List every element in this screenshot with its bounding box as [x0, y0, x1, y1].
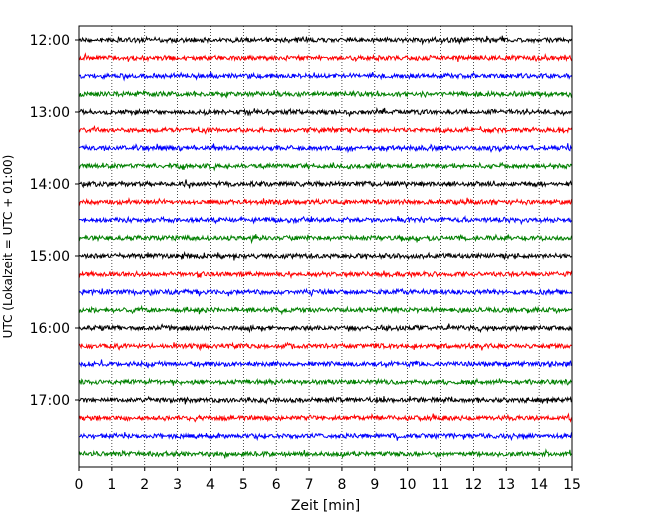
x-tick-label-9: 9 [370, 477, 379, 493]
trace-1330 [78, 143, 573, 154]
trace-1430 [78, 215, 573, 226]
x-tick-label-5: 5 [239, 477, 248, 493]
x-tick-label-11: 11 [432, 477, 450, 493]
x-tick-label-8: 8 [337, 477, 346, 493]
trace-1515 [78, 269, 573, 280]
trace-1730 [78, 431, 573, 442]
trace-1345 [78, 161, 573, 172]
trace-1200 [78, 35, 573, 46]
x-tick-label-1: 1 [107, 477, 116, 493]
trace-1400 [78, 179, 573, 189]
x-tick-label-0: 0 [75, 477, 84, 493]
y-tick-label-1200: 12:00 [30, 33, 70, 49]
x-tick-label-2: 2 [140, 477, 149, 493]
x-tick-label-3: 3 [173, 477, 182, 493]
y-tick-label-1400: 14:00 [30, 177, 70, 193]
x-tick-label-7: 7 [305, 477, 314, 493]
x-tick-label-4: 4 [206, 477, 215, 493]
trace-1745 [78, 448, 573, 460]
x-tick-label-12: 12 [464, 477, 482, 493]
y-tick-label-1300: 13:00 [30, 105, 70, 121]
x-tick-label-14: 14 [530, 477, 548, 493]
y-axis-ticks: 12:00 13:00 14:00 15:00 16:00 17:00 [30, 33, 79, 409]
x-axis-ticks: 0 1 2 3 4 5 6 7 8 9 10 11 12 13 14 15 [75, 467, 581, 493]
y-axis-title: UTC (Lokalzeit = UTC + 01:00) [1, 155, 15, 339]
trace-1715 [78, 412, 573, 423]
trace-1230 [78, 71, 573, 82]
y-tick-label-1700: 17:00 [30, 393, 70, 409]
trace-1645 [78, 377, 573, 387]
x-tick-label-10: 10 [399, 477, 417, 493]
x-tick-label-6: 6 [272, 477, 281, 493]
trace-1545 [78, 304, 573, 316]
trace-1315 [78, 124, 573, 135]
trace-1245 [78, 89, 573, 99]
trace-1615 [78, 341, 573, 352]
y-tick-label-1600: 16:00 [30, 321, 70, 337]
trace-1415 [78, 197, 573, 207]
x-tick-label-15: 15 [563, 477, 581, 493]
trace-1300 [78, 106, 573, 118]
trace-1600 [78, 323, 573, 334]
y-tick-label-1500: 15:00 [30, 249, 70, 265]
seismic-traces [78, 35, 573, 460]
trace-1445 [78, 233, 573, 245]
x-tick-label-13: 13 [497, 477, 515, 493]
plot-frame [78, 25, 573, 468]
trace-1500 [78, 250, 573, 261]
trace-1215 [78, 52, 573, 63]
trace-1700 [78, 395, 573, 405]
x-axis-title: Zeit [min] [291, 498, 360, 514]
trace-1530 [78, 287, 573, 298]
trace-1630 [78, 359, 573, 369]
